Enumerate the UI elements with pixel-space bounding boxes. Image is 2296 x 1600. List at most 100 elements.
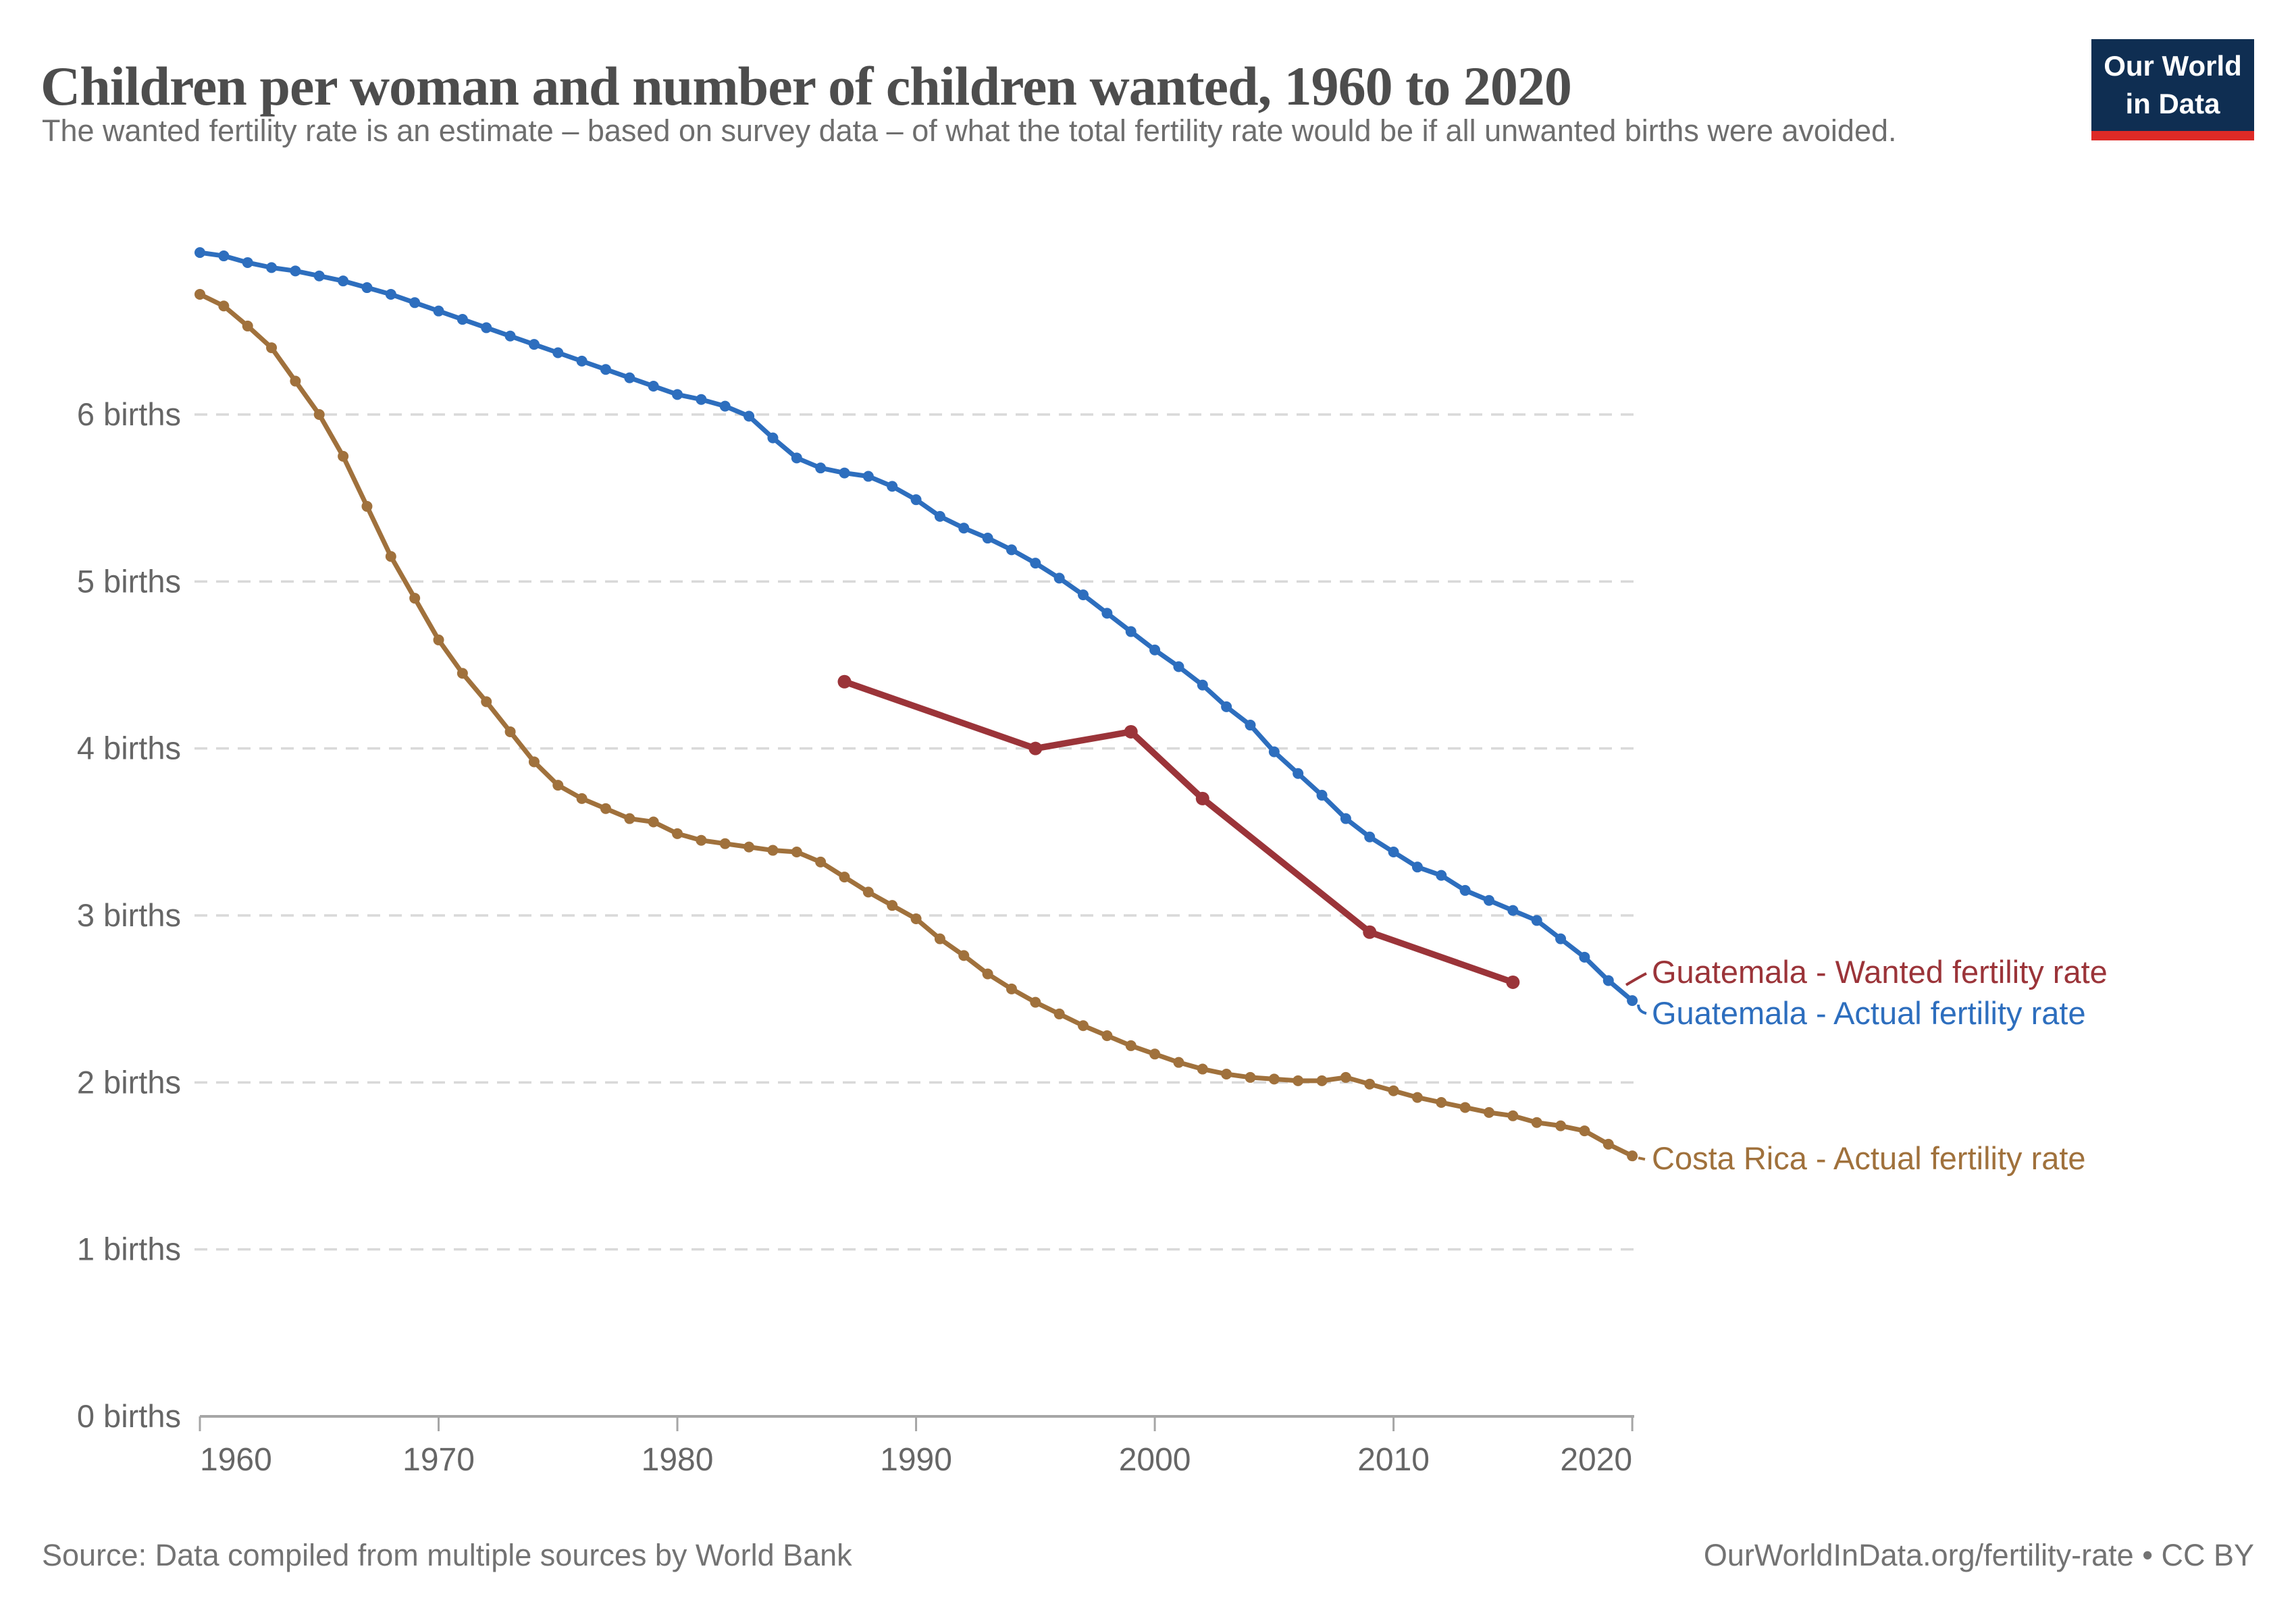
- data-point[interactable]: [1078, 589, 1089, 601]
- data-point[interactable]: [361, 501, 373, 512]
- data-point[interactable]: [910, 913, 922, 924]
- data-point[interactable]: [719, 400, 731, 412]
- data-point[interactable]: [481, 696, 492, 708]
- data-point[interactable]: [528, 756, 540, 768]
- data-point[interactable]: [290, 265, 301, 277]
- data-point[interactable]: [1149, 1048, 1161, 1060]
- data-point[interactable]: [1006, 544, 1017, 556]
- legend-label-costa-rica-actual[interactable]: Costa Rica - Actual fertility rate: [1652, 1140, 2086, 1177]
- data-point[interactable]: [1124, 724, 1138, 739]
- data-point[interactable]: [313, 409, 325, 421]
- data-point[interactable]: [743, 410, 755, 422]
- data-point[interactable]: [791, 847, 802, 858]
- data-point[interactable]: [600, 803, 611, 814]
- data-point[interactable]: [600, 364, 611, 375]
- line-guatemala-actual[interactable]: [197, 250, 1635, 1003]
- data-point[interactable]: [552, 780, 564, 791]
- data-point[interactable]: [1197, 679, 1208, 691]
- data-point[interactable]: [194, 247, 205, 259]
- data-point[interactable]: [1125, 626, 1137, 637]
- data-point[interactable]: [624, 372, 635, 383]
- data-point[interactable]: [1101, 608, 1113, 619]
- data-point[interactable]: [433, 634, 444, 645]
- data-point[interactable]: [338, 275, 349, 287]
- data-point[interactable]: [1531, 1117, 1542, 1128]
- data-point[interactable]: [1555, 933, 1567, 944]
- data-point[interactable]: [504, 726, 516, 737]
- data-point[interactable]: [1245, 720, 1256, 731]
- data-point[interactable]: [958, 523, 970, 534]
- data-point[interactable]: [1316, 1075, 1328, 1086]
- data-point[interactable]: [1484, 895, 1495, 906]
- data-point[interactable]: [218, 300, 230, 312]
- data-point[interactable]: [1195, 791, 1209, 805]
- data-point[interactable]: [385, 551, 396, 562]
- data-point[interactable]: [266, 262, 278, 273]
- data-point[interactable]: [719, 838, 731, 849]
- owid-logo[interactable]: Our World in Data: [2091, 39, 2254, 140]
- data-point[interactable]: [839, 872, 850, 883]
- data-point[interactable]: [1053, 572, 1065, 584]
- data-point[interactable]: [934, 933, 945, 944]
- data-point[interactable]: [456, 314, 468, 325]
- data-point[interactable]: [266, 342, 278, 354]
- data-point[interactable]: [1555, 1120, 1567, 1131]
- data-point[interactable]: [1293, 768, 1304, 779]
- data-point[interactable]: [1149, 644, 1161, 656]
- data-point[interactable]: [1030, 558, 1041, 569]
- data-point[interactable]: [1173, 1057, 1184, 1068]
- data-point[interactable]: [1030, 996, 1041, 1008]
- legend-label-guatemala-wanted[interactable]: Guatemala - Wanted fertility rate: [1652, 953, 2108, 990]
- data-point[interactable]: [696, 394, 707, 405]
- data-point[interactable]: [672, 389, 683, 400]
- data-point[interactable]: [1078, 1020, 1089, 1032]
- data-point[interactable]: [242, 320, 253, 331]
- data-point[interactable]: [1388, 847, 1399, 858]
- data-point[interactable]: [624, 813, 635, 824]
- data-point[interactable]: [1602, 975, 1614, 986]
- data-point[interactable]: [1101, 1030, 1113, 1042]
- data-point[interactable]: [862, 471, 874, 482]
- data-point[interactable]: [1507, 905, 1519, 916]
- data-point[interactable]: [648, 380, 659, 392]
- license-link[interactable]: OurWorldInData.org/fertility-rate • CC B…: [1703, 1538, 2254, 1572]
- data-point[interactable]: [1531, 915, 1542, 926]
- data-point[interactable]: [1627, 995, 1638, 1007]
- line-guatemala-wanted[interactable]: [841, 678, 1517, 986]
- data-point[interactable]: [1602, 1138, 1614, 1150]
- data-point[interactable]: [242, 257, 253, 268]
- data-point[interactable]: [576, 793, 588, 804]
- data-point[interactable]: [887, 900, 898, 911]
- data-point[interactable]: [409, 593, 421, 604]
- data-point[interactable]: [385, 288, 396, 300]
- data-point[interactable]: [552, 347, 564, 358]
- data-point[interactable]: [504, 330, 516, 342]
- data-point[interactable]: [1411, 861, 1423, 873]
- data-point[interactable]: [743, 841, 755, 853]
- data-point[interactable]: [456, 668, 468, 679]
- data-point[interactable]: [910, 494, 922, 506]
- data-point[interactable]: [1459, 884, 1471, 896]
- data-point[interactable]: [218, 250, 230, 262]
- data-point[interactable]: [1245, 1071, 1256, 1083]
- data-point[interactable]: [837, 674, 852, 689]
- data-point[interactable]: [1388, 1085, 1399, 1096]
- data-point[interactable]: [934, 510, 945, 522]
- data-point[interactable]: [1221, 1068, 1232, 1079]
- data-point[interactable]: [338, 450, 349, 462]
- data-point[interactable]: [1053, 1008, 1065, 1019]
- data-point[interactable]: [791, 452, 802, 464]
- data-point[interactable]: [958, 950, 970, 961]
- data-point[interactable]: [1579, 951, 1590, 963]
- data-point[interactable]: [1125, 1040, 1137, 1051]
- data-point[interactable]: [1268, 1073, 1280, 1085]
- data-point[interactable]: [1506, 975, 1520, 989]
- data-point[interactable]: [1197, 1063, 1208, 1075]
- data-point[interactable]: [576, 355, 588, 367]
- data-point[interactable]: [1293, 1075, 1304, 1086]
- data-point[interactable]: [1579, 1125, 1590, 1137]
- data-point[interactable]: [815, 856, 827, 868]
- data-point[interactable]: [409, 297, 421, 309]
- data-point[interactable]: [1364, 831, 1376, 843]
